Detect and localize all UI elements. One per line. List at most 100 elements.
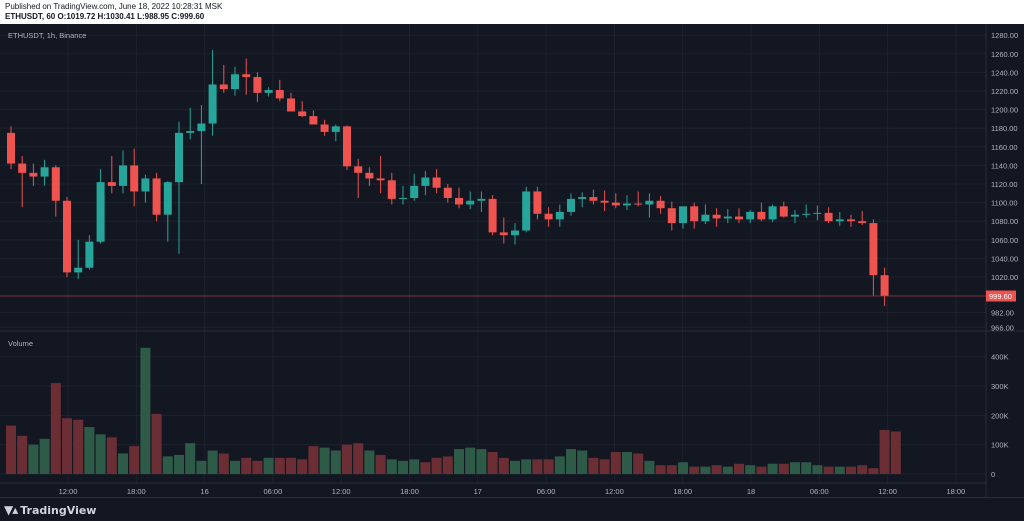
time-tick-label: 17 (474, 487, 482, 496)
volume-bar (28, 444, 39, 474)
price-tick-label: 1180.00 (991, 124, 1018, 133)
volume-bar (476, 449, 487, 474)
volume-bar (230, 460, 240, 474)
volume-bar (554, 456, 565, 474)
candle-body (231, 74, 239, 90)
candle-body (7, 132, 15, 164)
published-text: Published on TradingView.com, June 18, 2… (5, 2, 223, 11)
volume-bar (263, 457, 274, 474)
volume-bar (510, 460, 520, 474)
candle-body (432, 177, 441, 188)
candle-body (29, 172, 38, 177)
time-tick-label: 12:00 (605, 487, 624, 496)
volume-bar (465, 447, 476, 474)
symbol-label: ETHUSDT, 1h, Binance (8, 31, 86, 40)
time-tick-label: 18:00 (673, 487, 692, 496)
candle-body (63, 200, 71, 273)
volume-bar (577, 450, 588, 474)
candle-body (835, 219, 844, 222)
tv-logo-icon: ▼▴ (4, 503, 18, 517)
volume-axis: 400K 300K 200K 100K 0 (991, 353, 1009, 479)
candle-body (152, 178, 161, 215)
candle-body (847, 219, 855, 222)
volume-bar (106, 437, 117, 474)
candle-body (410, 185, 419, 198)
price-tick-label: 1200.00 (991, 106, 1018, 115)
candle-body (466, 200, 475, 205)
candle-body (735, 216, 743, 220)
candle-body (365, 172, 374, 179)
chart-area[interactable]: 1280.00 1260.00 1240.00 1220.00 1200.00 1180.… (0, 24, 1024, 497)
tradingview-logo[interactable]: ▼▴ TradingView (4, 503, 96, 517)
candle-body (477, 198, 486, 201)
volume-bar (431, 457, 442, 474)
volume-bar (6, 425, 16, 474)
volume-bar (834, 466, 845, 474)
volume-bar (588, 457, 599, 474)
volume-bar (823, 466, 834, 474)
volume-bar (790, 462, 800, 474)
candle-body (701, 214, 710, 222)
volume-bar (297, 459, 308, 474)
volume-bar (386, 459, 397, 474)
candle-body (242, 74, 251, 78)
volume-bar (319, 447, 330, 474)
volume-bar (398, 460, 408, 474)
volume-bar (857, 465, 868, 474)
candle-body (455, 197, 463, 205)
brand-text: TradingView (20, 504, 97, 517)
volume-bar (610, 452, 621, 474)
time-tick-label: 18:00 (947, 487, 966, 496)
volume-bar (95, 434, 106, 474)
volume-bar (767, 463, 778, 474)
volume-bar (778, 463, 789, 474)
price-tick-label: 1080.00 (991, 217, 1018, 226)
candle-body (96, 182, 105, 242)
candle-body (858, 221, 867, 224)
volume-label: Volume (8, 339, 33, 348)
candle-body (331, 126, 340, 132)
candle-body (522, 191, 531, 231)
volume-bar (543, 459, 554, 474)
volume-bar (678, 462, 688, 474)
candle-body (141, 178, 150, 192)
candle-body (85, 241, 94, 268)
volume-bar (62, 418, 72, 474)
candle-body (309, 116, 318, 125)
publish-header: Published on TradingView.com, June 18, 2… (0, 0, 1024, 24)
candle-body (175, 132, 183, 183)
time-tick-label: 12:00 (878, 487, 897, 496)
candle-body (723, 216, 732, 219)
volume-tick-label: 300K (991, 382, 1009, 391)
volume-bar (890, 431, 901, 474)
candle-body (18, 163, 27, 173)
candle-body (74, 267, 83, 273)
candle-body (499, 232, 508, 236)
volume-series (6, 347, 901, 474)
time-tick-label: 12:00 (59, 487, 78, 496)
volume-bar (566, 449, 576, 474)
volume-bar (599, 459, 610, 474)
candle-body (567, 198, 575, 212)
candle-body (399, 197, 407, 199)
volume-bar (498, 457, 509, 474)
candle-body (578, 197, 587, 199)
volume-bar (644, 460, 655, 474)
candle-body (600, 200, 609, 203)
candle-body (219, 84, 228, 90)
price-tick-label: 1240.00 (991, 68, 1018, 77)
price-tick-label: 1280.00 (991, 31, 1018, 40)
volume-bar (722, 466, 733, 474)
candle-body (253, 77, 262, 93)
volume-bar (330, 450, 341, 474)
volume-bar (353, 443, 364, 474)
price-tick-label: 1120.00 (991, 180, 1018, 189)
price-tick-label: 1160.00 (991, 143, 1018, 152)
volume-bar (420, 462, 431, 474)
volume-bar (846, 466, 856, 474)
last-price-badge (986, 290, 1016, 302)
volume-bar (868, 468, 879, 474)
volume-tick-label: 400K (991, 353, 1009, 362)
volume-bar (196, 460, 207, 474)
time-tick-label: 12:00 (332, 487, 351, 496)
